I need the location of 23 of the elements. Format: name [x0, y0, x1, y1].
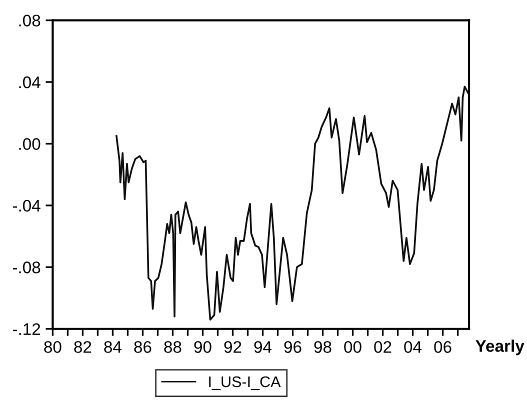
y-tick-label: .08 [19, 14, 40, 27]
y-tick-label: -.04 [12, 200, 40, 212]
y-tick-label: -.08 [12, 262, 40, 274]
x-tick-label: 96 [284, 341, 302, 353]
x-tick-label: 90 [194, 341, 212, 353]
x-tick-label: 86 [134, 341, 152, 353]
x-tick-label: 94 [254, 341, 272, 353]
line-series [116, 86, 469, 321]
x-tick-label: 80 [44, 341, 62, 353]
x-tick-label: 06 [434, 341, 452, 353]
x-tick-label: 00 [344, 341, 362, 353]
x-tick-label: 84 [104, 341, 122, 353]
y-tick-label: .04 [19, 76, 40, 88]
x-tick-label: 82 [74, 341, 92, 353]
x-tick-label: 98 [314, 341, 332, 353]
legend-label: I_US-I_CA [209, 376, 281, 390]
y-tick-label: .00 [19, 138, 40, 150]
x-tick-label: 02 [374, 341, 392, 353]
x-tick-label: 88 [164, 341, 182, 353]
x-tick-label: 04 [404, 341, 422, 353]
y-tick-label: -.12 [12, 323, 40, 335]
x-axis-title: Yearly [476, 340, 524, 356]
x-tick-label: 92 [224, 341, 242, 353]
